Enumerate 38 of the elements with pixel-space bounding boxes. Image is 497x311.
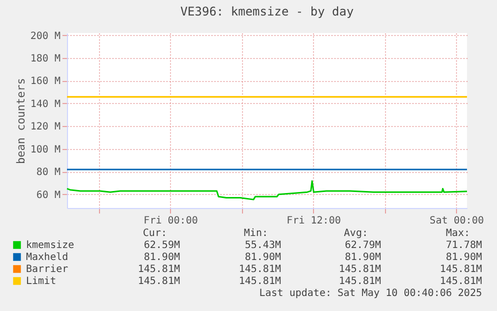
legend-label: kmemsize — [26, 240, 74, 251]
text: 145.81M — [138, 264, 180, 275]
text: Max: — [446, 228, 470, 239]
text: 145.81M — [138, 276, 180, 287]
text: 81.90M — [144, 252, 180, 263]
x-tick-label: Fri 00:00 — [144, 216, 198, 226]
y-axis-title: bean counters — [14, 78, 28, 164]
text: 81.90M — [244, 252, 281, 263]
legend-label: Maxheld — [26, 252, 68, 263]
legend-label: Barrier — [26, 264, 68, 275]
y-tick-label: 60 M — [36, 190, 60, 201]
legend-label: Limit — [26, 276, 56, 287]
y-tick-label: 80 M — [36, 167, 60, 178]
text: Last update: Sat May 10 00:40:06 2025 — [259, 288, 482, 299]
chart-title: VE396: kmemsize - by day — [180, 4, 354, 18]
text: 145.81M — [440, 264, 482, 275]
text: 71.78M — [446, 240, 482, 251]
text: 55.43M — [244, 240, 281, 251]
text: Cur: — [142, 228, 167, 239]
x-tick-label: Sat 00:00 — [430, 216, 484, 226]
y-tick-label: 140 M — [30, 98, 60, 110]
text: 145.81M — [238, 276, 281, 287]
y-tick-label: 100 M — [30, 144, 60, 156]
text: 145.81M — [338, 264, 381, 275]
text: 62.79M — [344, 240, 381, 251]
y-tick-label: 180 M — [30, 54, 60, 64]
text: 145.81M — [238, 264, 281, 275]
y-tick-label: 200 M — [30, 30, 60, 42]
text: Avg: — [344, 228, 368, 239]
x-tick-label: Fri 12:00 — [286, 216, 341, 226]
text: 81.90M — [446, 252, 482, 263]
text: Min: — [244, 228, 268, 239]
text: 62.59M — [144, 240, 180, 251]
y-tick-label: 120 M — [30, 122, 60, 133]
text: 145.81M — [338, 276, 381, 287]
text: 81.90M — [344, 252, 381, 263]
text: 145.81M — [440, 276, 482, 287]
y-tick-label: 160 M — [30, 76, 60, 88]
